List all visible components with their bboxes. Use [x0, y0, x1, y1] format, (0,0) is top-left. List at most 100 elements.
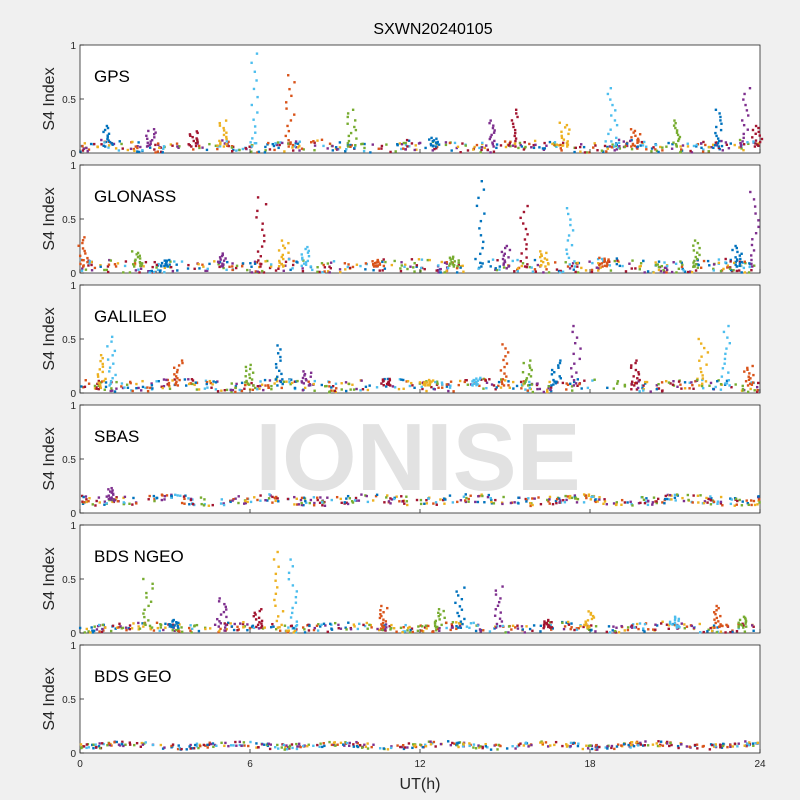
data-point	[695, 145, 698, 148]
data-point	[347, 134, 351, 138]
data-point	[140, 741, 144, 745]
data-point	[254, 613, 257, 616]
data-point	[150, 626, 154, 629]
data-point	[147, 619, 150, 622]
data-point	[135, 502, 138, 505]
data-point	[349, 628, 353, 631]
data-point	[136, 255, 140, 259]
data-point	[614, 109, 617, 112]
data-point	[320, 501, 324, 504]
data-point	[579, 625, 582, 628]
data-point	[270, 263, 273, 266]
data-point	[510, 119, 514, 122]
data-point	[630, 267, 633, 270]
data-point	[177, 744, 180, 747]
data-point	[692, 265, 695, 269]
data-point	[320, 138, 324, 141]
data-point	[392, 627, 396, 630]
data-point	[109, 259, 113, 262]
data-point	[373, 261, 377, 265]
data-point	[751, 265, 754, 268]
data-point	[659, 145, 662, 149]
data-point	[142, 577, 145, 581]
data-point	[323, 744, 326, 748]
data-point	[202, 743, 206, 747]
data-point	[501, 257, 505, 261]
data-point	[391, 385, 395, 388]
data-point	[565, 207, 569, 210]
data-point	[460, 608, 464, 611]
data-point	[267, 497, 271, 500]
data-point	[660, 264, 664, 268]
data-point	[81, 149, 85, 152]
data-point	[335, 495, 339, 499]
data-point	[435, 503, 438, 506]
data-point	[511, 144, 515, 147]
data-point	[192, 747, 196, 750]
data-point	[129, 147, 133, 151]
data-point	[111, 492, 115, 495]
data-point	[364, 268, 367, 271]
data-point	[661, 501, 664, 504]
data-point	[490, 498, 493, 502]
data-point	[528, 627, 532, 631]
data-point	[680, 265, 684, 269]
data-point	[282, 264, 286, 267]
data-point	[221, 262, 224, 265]
data-point	[617, 141, 621, 145]
data-point	[219, 141, 222, 144]
data-point	[706, 630, 709, 633]
data-point	[128, 502, 131, 505]
data-point	[483, 212, 486, 215]
data-point	[615, 257, 619, 260]
data-point	[673, 621, 677, 624]
data-point	[603, 500, 607, 503]
data-point	[405, 500, 409, 503]
data-point	[435, 380, 439, 383]
data-point	[244, 375, 247, 378]
data-point	[542, 623, 546, 627]
data-point	[96, 375, 100, 378]
data-point	[218, 145, 222, 148]
data-point	[752, 625, 755, 628]
data-point	[81, 241, 84, 245]
data-point	[406, 503, 409, 507]
data-point	[493, 614, 497, 617]
data-point	[529, 501, 532, 505]
data-point	[462, 270, 465, 273]
data-point	[531, 390, 535, 394]
data-point	[665, 740, 669, 744]
data-point	[638, 265, 641, 268]
data-point	[203, 387, 207, 390]
data-point	[382, 611, 385, 614]
data-point	[135, 386, 138, 390]
data-point	[144, 741, 147, 744]
data-point	[568, 496, 571, 500]
data-point	[111, 489, 114, 492]
data-point	[152, 494, 156, 498]
data-point	[184, 494, 187, 497]
data-point	[242, 502, 246, 505]
data-point	[530, 266, 533, 269]
data-point	[81, 247, 85, 250]
data-point	[406, 380, 410, 383]
data-point	[661, 744, 665, 747]
data-point	[276, 375, 279, 379]
data-point	[549, 388, 552, 392]
data-point	[503, 259, 506, 262]
points	[80, 324, 760, 394]
data-point	[659, 622, 663, 625]
data-point	[590, 268, 594, 272]
data-point	[196, 131, 199, 135]
data-point	[288, 87, 291, 91]
data-point	[596, 149, 599, 152]
data-point	[673, 496, 677, 499]
data-point	[211, 503, 214, 507]
data-point	[126, 386, 130, 389]
data-point	[587, 610, 590, 613]
data-point	[324, 624, 327, 627]
data-point	[207, 743, 211, 746]
data-point	[382, 264, 386, 268]
data-point	[114, 265, 118, 268]
data-point	[133, 149, 136, 153]
